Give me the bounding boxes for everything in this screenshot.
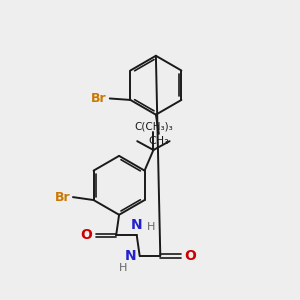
Text: C(CH₃)₃: C(CH₃)₃ [134,122,173,132]
Text: CH₃: CH₃ [148,136,169,146]
Text: N: N [124,249,136,263]
Text: Br: Br [54,190,70,204]
Text: O: O [184,249,196,263]
Text: H: H [119,263,127,273]
Text: N: N [131,218,142,232]
Text: Br: Br [91,92,107,105]
Text: O: O [80,228,92,242]
Text: H: H [147,222,155,232]
